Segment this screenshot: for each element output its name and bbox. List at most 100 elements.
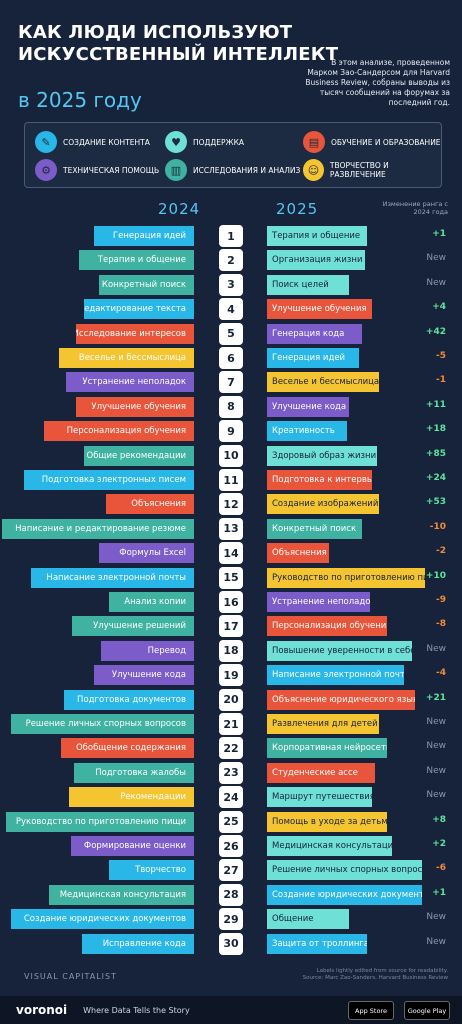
table-row: Улучшение обучения 8 Улучшение кода +11 (0, 395, 462, 419)
bar-2025: Медицинская консультация (267, 836, 392, 856)
bar-2024: Улучшение решений (72, 616, 194, 637)
legend-label: ИССЛЕДОВАНИЯ И АНАЛИЗ (193, 165, 301, 175)
bar-2025: Генерация кода (267, 323, 362, 344)
legend-item: ⚙ ТЕХНИЧЕСКАЯ ПОМОЩЬ (35, 159, 159, 181)
rank-change: +24 (425, 473, 446, 483)
rank-change: New (426, 936, 446, 947)
year-subtitle: в 2025 году (18, 88, 142, 112)
rank-change: +21 (425, 692, 446, 703)
legend-label: ТВОРЧЕСТВО И РАЗВЛЕЧЕНИЕ (329, 161, 389, 179)
bar-2024: Персонализация обучения (44, 421, 194, 442)
rank-number: 28 (219, 883, 243, 906)
rank-change: +11 (425, 399, 446, 410)
rank-change: New (426, 912, 446, 923)
bar-2024: Генерация идей (94, 226, 194, 246)
bar-2025: Устранение неполадок (267, 592, 370, 612)
bar-2024: Объяснения (106, 494, 194, 515)
rank-number: 30 (219, 932, 243, 955)
chart-icon: ▥ (165, 159, 187, 181)
rank-number: 11 (219, 469, 243, 491)
title-line-2: ИСКУССТВЕННЫЙ ИНТЕЛЛЕКТ (18, 44, 339, 65)
rank-change: New (426, 765, 446, 776)
bar-2025: Организация жизни (267, 250, 365, 271)
bar-2025: Улучшение обучения (267, 299, 372, 320)
bar-2024: Подготовка документов (64, 689, 194, 710)
rank-number: 13 (219, 517, 243, 540)
bar-2025: Создание изображений (267, 494, 379, 515)
table-row: Медицинская консультация 28 Создание юриди… (0, 883, 462, 907)
rank-number: 17 (219, 615, 243, 638)
table-row: Редактирование текста 4 Улучшение обучения… (0, 297, 462, 321)
rank-change: New (426, 717, 446, 727)
rank-number: 19 (219, 664, 243, 687)
rank-number: 9 (219, 420, 243, 443)
rank-change: -1 (436, 375, 446, 386)
title-line-1: КАК ЛЮДИ ИСПОЛЬЗУЮТ (18, 22, 293, 43)
rank-number: 1 (219, 225, 243, 247)
bar-2025: Общение (267, 909, 349, 930)
table-row: Написание электронной почты 15 Руководство… (0, 566, 462, 590)
bar-2025: Персонализация обучения (267, 616, 387, 637)
rank-number: 26 (219, 835, 243, 857)
bar-2025: Развлечения для детей (267, 714, 379, 734)
bar-2025: Креативность (267, 421, 347, 442)
column-2024-header: 2024 (158, 200, 201, 218)
rank-number: 29 (219, 908, 243, 931)
bar-2024: Рекомендации (69, 787, 194, 808)
bar-2024: Конкретный поиск (99, 274, 194, 295)
bar-2024: Исправление кода (82, 933, 194, 954)
tech-icon: ⚙ (35, 159, 57, 181)
bar-2024: Веселье и бессмыслица (59, 348, 194, 368)
legend-label: ОБУЧЕНИЕ И ОБРАЗОВАНИЕ (331, 137, 441, 147)
voronoi-logo[interactable]: voronoi (16, 1003, 68, 1017)
bar-2025: Терапия и общение (267, 226, 367, 246)
rank-change: +8 (432, 814, 446, 825)
table-row: Творчество 27 Решение личных спорных вопро… (0, 858, 462, 882)
bar-2024: Терапия и общение (79, 250, 194, 271)
bar-2025: Защита от троллинга (267, 933, 367, 954)
column-2025-header: 2025 (276, 200, 319, 218)
bar-2025: Подготовка к интервью (267, 470, 372, 490)
table-row: Исследование интересов 5 Генерация кода +42 (0, 322, 462, 346)
table-row: Создание юридических документов 29 Общение… (0, 907, 462, 931)
bar-2025: Поиск целей (267, 274, 349, 295)
app-store-button[interactable]: App Store (348, 1001, 394, 1020)
source-note: Labels lightly edited from source for re… (302, 968, 448, 981)
rank-change: -6 (436, 863, 446, 874)
table-row: Исправление кода 30 Защита от троллинга New (0, 932, 462, 956)
rank-number: 22 (219, 737, 243, 760)
bar-2025: Студенческие ассе (267, 762, 375, 783)
rank-number: 12 (219, 493, 243, 516)
legend-label: ТЕХНИЧЕСКАЯ ПОМОЩЬ (63, 165, 160, 175)
bar-2025: Написание электронной почты (267, 665, 404, 686)
rank-number: 18 (219, 639, 243, 662)
bar-2025: Руководство по приготовлению пищи (267, 567, 425, 588)
bar-2025: Повышение уверенности в себе (267, 640, 412, 661)
bar-2025: Объяснение юридического языка (267, 689, 415, 710)
bar-2025: Помощь в уходе за детьми (267, 811, 387, 832)
bar-2024: Общие рекомендации (84, 445, 194, 466)
rank-number: 15 (219, 566, 243, 589)
rank-number: 16 (219, 591, 243, 613)
rank-number: 8 (219, 395, 243, 418)
source-logo-text: VISUAL CAPITALIST (24, 972, 117, 981)
rank-number: 4 (219, 298, 243, 321)
category-legend: ✎ СОЗДАНИЕ КОНТЕНТА ♥ ПОДДЕРЖКА ▤ ОБУЧЕНИЕ И … (24, 122, 442, 188)
bar-2024: Улучшение кода (94, 665, 194, 686)
table-row: Объяснения 12 Создание изображений +53 (0, 492, 462, 516)
tagline: Where Data Tells the Story (83, 1005, 190, 1015)
bar-2024: Формулы Excel (99, 543, 194, 564)
table-row: Терапия и общение 2 Организация жизни New (0, 248, 462, 272)
bar-2025: Здоровый образ жизни (267, 445, 377, 466)
table-row: Решение личных спорных вопросов 21 Развлеч… (0, 712, 462, 736)
rank-change: -10 (429, 521, 446, 532)
bar-2025: Объяснения (267, 543, 329, 564)
rank-change: +85 (425, 448, 446, 459)
bar-2025: Улучшение кода (267, 396, 349, 417)
table-row: Общие рекомендации 10 Здоровый образ жизни… (0, 444, 462, 468)
rank-number: 25 (219, 810, 243, 833)
rank-change: +1 (432, 229, 446, 239)
intro-text: В этом анализе, проведенном Марком Зао-С… (305, 58, 450, 107)
google-play-button[interactable]: Google Play (404, 1001, 450, 1020)
bar-2024: Устранение неполадок (66, 372, 194, 393)
